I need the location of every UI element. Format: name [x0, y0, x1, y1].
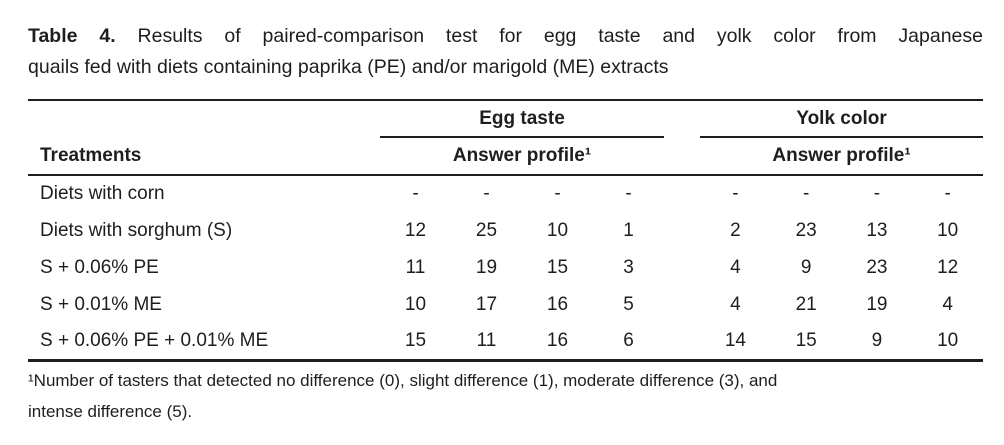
group-spacer — [664, 137, 700, 175]
egg-taste-cell: 10 — [404, 293, 427, 315]
egg-taste-cell: - — [380, 174, 451, 212]
group-header-row: Treatments Egg taste Yolk color — [28, 99, 984, 175]
egg-taste-answer-profile-header: Answer profile¹ — [452, 145, 592, 166]
caption-text: Results of paired-comparison test for eg… — [137, 25, 983, 47]
egg-taste-cell: - — [593, 174, 665, 212]
table-footnote: ¹Number of tasters that detected no diff… — [28, 365, 983, 427]
group-spacer — [664, 212, 700, 249]
yolk-color-cell: 10 — [912, 323, 984, 362]
footnote-line-2: intense difference (5). — [28, 401, 193, 421]
treatments-column-header: Treatments — [28, 99, 380, 175]
egg-taste-cell: 3 — [623, 256, 634, 278]
yolk-color-cell: 14 — [700, 323, 771, 362]
egg-taste-cell: - — [522, 174, 593, 212]
yolk-color-cell: 23 — [795, 219, 817, 241]
yolk-color-cell: 23 — [866, 256, 888, 278]
yolk-color-cell: 4 — [730, 293, 741, 315]
yolk-color-cell: 12 — [937, 256, 959, 278]
yolk-color-cell: - — [841, 174, 913, 212]
egg-taste-cell: - — [451, 174, 522, 212]
table-caption: Table 4. Results of paired-comparison te… — [28, 21, 983, 83]
caption-line-1: Table 4. Results of paired-comparison te… — [28, 21, 983, 52]
egg-taste-cell: 19 — [475, 256, 498, 278]
subheader-row: Answer profile¹ Answer profile¹ — [28, 137, 983, 175]
yolk-color-cell: 4 — [942, 293, 953, 315]
group-spacer — [664, 249, 700, 286]
footnote-line-1: ¹Number of tasters that detected no diff… — [28, 370, 778, 390]
egg-taste-cell: 15 — [380, 323, 451, 362]
group-spacer — [664, 174, 701, 212]
treatment-cell: S + 0.06% PE — [40, 256, 159, 278]
egg-taste-cell: 1 — [623, 219, 634, 241]
group-spacer — [664, 323, 701, 362]
table-row: Diets with corn - - - - - - - - — [28, 174, 984, 212]
results-table: Treatments Egg taste Yolk color Answer p… — [28, 99, 984, 362]
treatment-cell: Diets with sorghum (S) — [40, 219, 233, 241]
yolk-color-cell: - — [700, 174, 771, 212]
caption-table-number: Table 4. — [28, 25, 116, 47]
yolk-color-cell: 4 — [730, 256, 741, 278]
table-row: S + 0.06% PE + 0.01% ME 15 11 16 6 14 15… — [28, 323, 984, 362]
group-spacer — [664, 99, 701, 137]
treatment-cell: S + 0.06% PE + 0.01% ME — [28, 323, 380, 362]
table-row: S + 0.01% ME 10 17 16 5 4 21 19 4 — [28, 286, 983, 323]
yolk-color-group-header: Yolk color — [700, 99, 984, 138]
egg-taste-cell: 16 — [546, 293, 569, 315]
yolk-color-cell: 9 — [800, 256, 812, 278]
table-row: S + 0.06% PE 11 19 15 3 4 9 23 12 — [28, 249, 983, 286]
yolk-color-answer-profile-header: Answer profile¹ — [772, 145, 911, 166]
group-spacer — [664, 286, 700, 323]
egg-taste-cell: 16 — [522, 323, 593, 362]
egg-taste-cell: 11 — [405, 256, 426, 278]
egg-taste-cell: 17 — [475, 293, 498, 315]
yolk-color-cell: 10 — [937, 219, 959, 241]
egg-taste-cell: 25 — [475, 219, 498, 241]
yolk-color-cell: 19 — [866, 293, 888, 315]
egg-taste-cell: 5 — [623, 293, 634, 315]
egg-taste-cell: 6 — [593, 323, 665, 362]
yolk-color-cell: - — [912, 174, 984, 212]
treatment-cell: S + 0.01% ME — [40, 293, 162, 315]
egg-taste-cell: 10 — [546, 219, 569, 241]
yolk-color-cell: 21 — [795, 293, 817, 315]
egg-taste-cell: 12 — [404, 219, 427, 241]
yolk-color-cell: 15 — [770, 323, 842, 362]
egg-taste-cell: 11 — [451, 323, 522, 362]
egg-taste-group-header: Egg taste — [380, 99, 665, 138]
yolk-color-cell: 9 — [841, 323, 913, 362]
table-row: Diets with sorghum (S) 12 25 10 1 2 23 1… — [28, 212, 983, 249]
yolk-color-cell: - — [770, 174, 842, 212]
egg-taste-cell: 15 — [546, 256, 569, 278]
treatment-cell: Diets with corn — [28, 174, 380, 212]
caption-line-2: quails fed with diets containing paprika… — [28, 56, 669, 78]
yolk-color-cell: 13 — [866, 219, 888, 241]
yolk-color-cell: 2 — [730, 219, 741, 241]
